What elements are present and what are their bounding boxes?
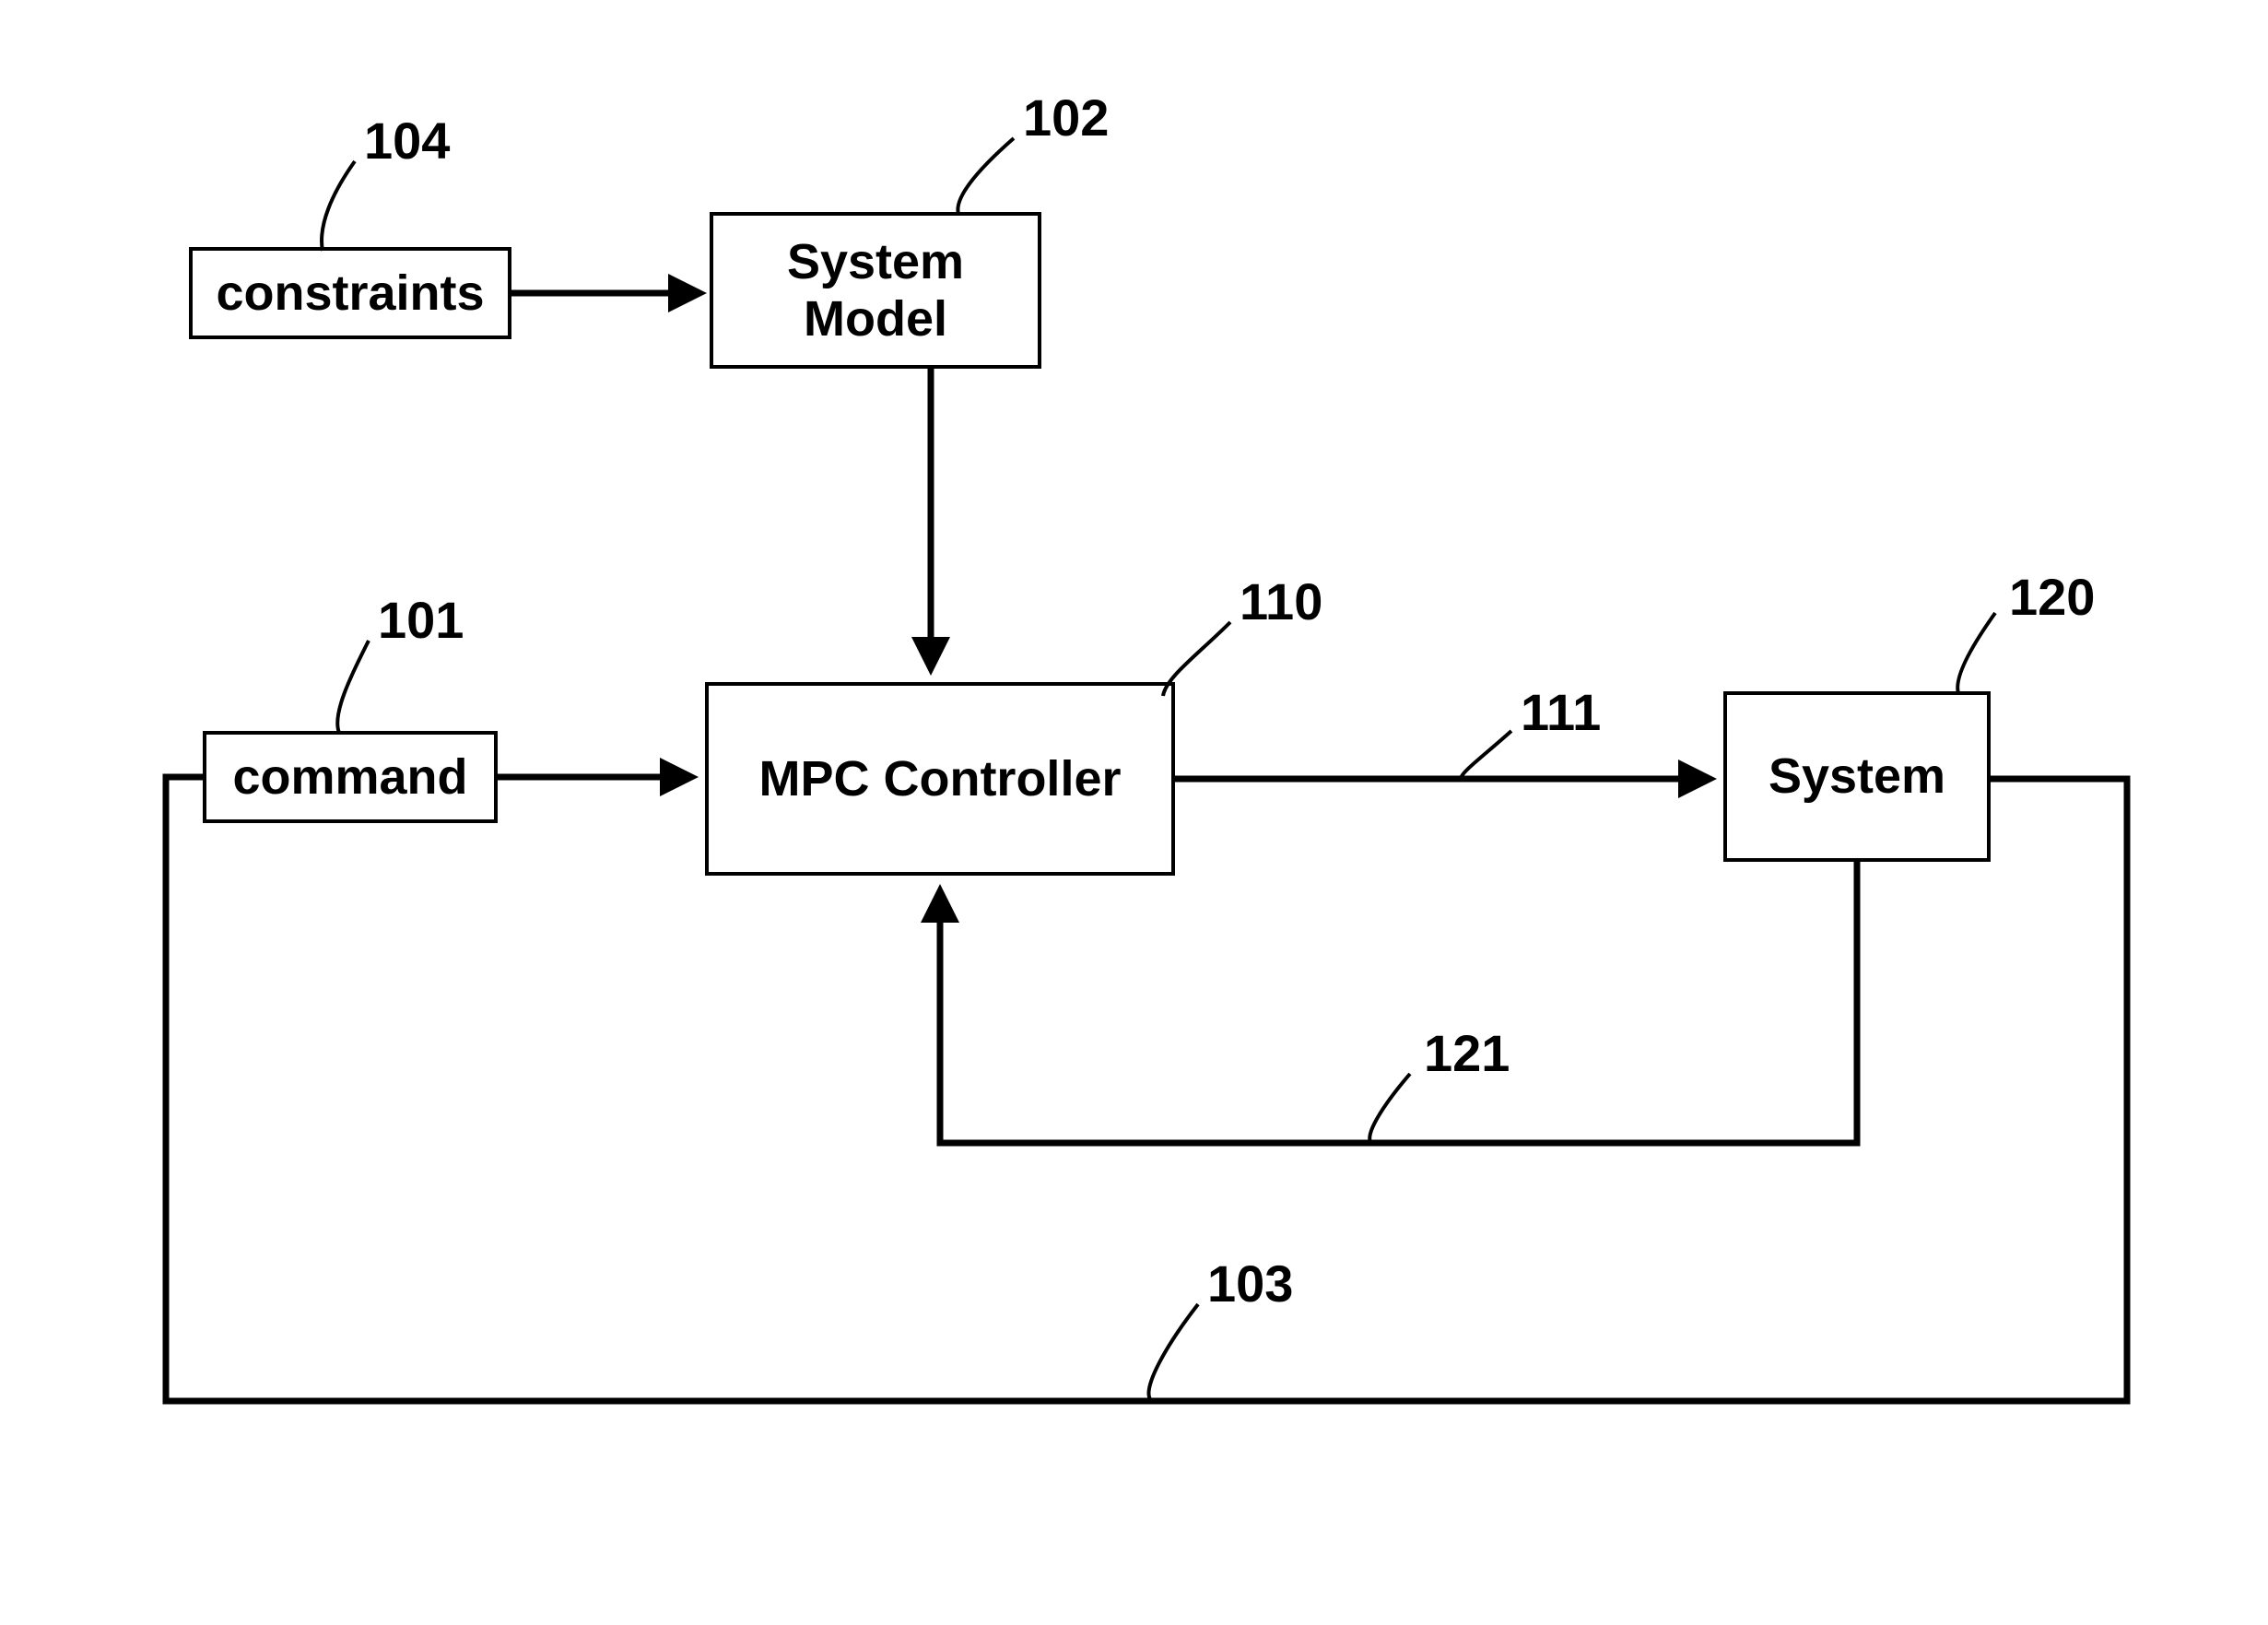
leader-101: [337, 641, 369, 733]
box-system-model-label: System Model: [787, 233, 964, 347]
ref-121-text: 121: [1424, 1024, 1510, 1082]
ref-101-text: 101: [378, 591, 464, 649]
ref-120-text: 120: [2009, 568, 2095, 626]
leader-102: [958, 138, 1014, 214]
ref-101: 101: [378, 590, 464, 650]
box-command: command: [203, 731, 498, 823]
ref-102: 102: [1023, 88, 1109, 147]
box-system: System: [1723, 691, 1991, 862]
box-system-model: System Model: [710, 212, 1041, 369]
ref-103: 103: [1207, 1254, 1293, 1313]
box-mpc-label: MPC Controller: [758, 750, 1121, 807]
leader-121: [1369, 1074, 1410, 1143]
box-system-label: System: [1769, 748, 1945, 805]
ref-103-text: 103: [1207, 1254, 1293, 1313]
leader-111: [1461, 731, 1511, 779]
feedback-121: [940, 862, 1857, 1143]
ref-120: 120: [2009, 567, 2095, 627]
leader-104: [322, 161, 355, 251]
ref-110-text: 110: [1240, 572, 1322, 630]
box-command-label: command: [232, 748, 467, 806]
leader-120: [1957, 613, 1995, 693]
box-constraints-label: constraints: [216, 265, 484, 322]
diagram-canvas: constraints System Model command MPC Con…: [0, 0, 2268, 1625]
ref-104-text: 104: [364, 112, 450, 170]
box-constraints: constraints: [189, 247, 511, 339]
ref-104: 104: [364, 111, 450, 171]
ref-111-text: 111: [1521, 683, 1601, 741]
ref-111: 111: [1521, 682, 1601, 742]
box-mpc-controller: MPC Controller: [705, 682, 1175, 876]
ref-121: 121: [1424, 1023, 1510, 1083]
ref-102-text: 102: [1023, 88, 1109, 147]
ref-110: 110: [1240, 571, 1322, 631]
leader-103: [1149, 1304, 1198, 1399]
